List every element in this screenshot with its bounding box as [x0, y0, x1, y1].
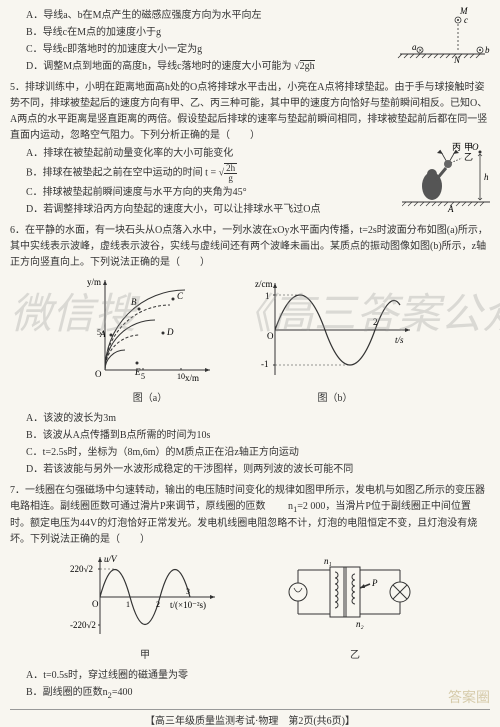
svg-text:-1: -1 — [261, 359, 269, 369]
svg-text:A: A — [447, 204, 454, 212]
svg-text:x/m: x/m — [185, 373, 199, 383]
q6-opt-c: C．t=2.5s时，坐标为（8m,6m）的M质点正在沿z轴正方向运动 — [26, 445, 490, 460]
svg-text:P: P — [371, 578, 378, 588]
page-footer: 【高三年级质量监测考试·物理 第2页(共6页)】 — [10, 709, 490, 727]
svg-text:O: O — [267, 331, 274, 341]
q4-diagram: M c × a b N — [390, 6, 490, 66]
svg-text:10: 10 — [177, 372, 185, 381]
q5-opt-d: D．若调整排球沿丙方向垫起的速度大小，可以让排球水平飞过O点 — [26, 202, 400, 217]
svg-text:×: × — [418, 46, 423, 55]
svg-text:z/cm: z/cm — [255, 279, 273, 289]
svg-text:E: E — [134, 367, 141, 377]
q6-fig-b: t/s z/cm 1 -1 2 O 图（b） — [255, 275, 415, 407]
q5: 5．排球训练中，小明在距离地面高h处的O点将排球水平击出，小亮在A点将排球垫起。… — [10, 80, 490, 217]
svg-text:N: N — [453, 55, 461, 65]
svg-text:n₁: n₁ — [324, 556, 332, 566]
q6-opt-b: B．该波从A点传播到B点所需的时间为10s — [26, 428, 490, 443]
svg-text:乙: 乙 — [464, 152, 473, 162]
svg-text:c: c — [464, 15, 468, 25]
svg-text:3: 3 — [186, 587, 190, 596]
svg-text:O: O — [92, 599, 99, 609]
q7-fig-jia: u/V t/(×10⁻²s) 220√2 -220√2 1 2 3 O 甲 — [70, 552, 220, 664]
q6-body: 6．在平静的水面，有一块石头从O点落入水中，一列水波在xOy水平面内传播，t=2… — [10, 223, 490, 271]
q6-fig-a: x/m y/m O A B C D E 5 5 10 图（a） — [85, 275, 215, 407]
q5-opt-b: B．排球在被垫起之前在空中运动的时间 t = √2hg — [26, 163, 400, 183]
svg-text:5: 5 — [141, 372, 145, 381]
svg-text:2: 2 — [156, 600, 160, 609]
q6-opt-a: A．该波的波长为3m — [26, 411, 490, 426]
q6: 6．在平静的水面，有一块石头从O点落入水中，一列水波在xOy水平面内传播，t=2… — [10, 223, 490, 477]
svg-text:1: 1 — [265, 291, 270, 301]
svg-text:y/m: y/m — [87, 277, 101, 287]
q5-diagram: 丙甲 乙 A h O — [402, 140, 490, 212]
q6-opt-d: D．若该波能与另外一水波形成稳定的干涉图样，则两列波的波长可能不同 — [26, 462, 490, 477]
q7-opt-a: A．t=0.5s时，穿过线圈的磁通量为零 — [26, 668, 490, 683]
svg-text:u/V: u/V — [104, 554, 118, 564]
svg-text:B: B — [131, 297, 137, 307]
q5-opt-c: C．排球被垫起前瞬间速度与水平方向的夹角为45° — [26, 185, 400, 200]
svg-text:5: 5 — [97, 328, 101, 337]
svg-text:t/s: t/s — [395, 335, 404, 345]
svg-text:b: b — [485, 45, 490, 55]
svg-text:O: O — [95, 369, 102, 379]
svg-text:-220√2: -220√2 — [70, 620, 96, 630]
svg-text:O: O — [472, 142, 479, 152]
svg-text:a: a — [412, 42, 417, 52]
svg-text:n₂: n₂ — [356, 619, 364, 629]
svg-text:h: h — [484, 172, 489, 182]
q7-fig-yi: P n₁ n₂ 乙 — [280, 552, 430, 664]
svg-text:2: 2 — [373, 317, 378, 327]
q5-body: 5．排球训练中，小明在距离地面高h处的O点将排球水平击出，小亮在A点将排球垫起。… — [10, 80, 490, 144]
q5-opt-a: A．排球在被垫起前动量变化率的大小可能变化 — [26, 146, 400, 161]
q7: 7．一线圈在匀强磁场中匀速转动，输出的电压随时间变化的规律如图甲所示，发电机与如… — [10, 483, 490, 703]
svg-text:1: 1 — [126, 600, 130, 609]
svg-text:D: D — [166, 327, 174, 337]
svg-text:220√2: 220√2 — [70, 564, 93, 574]
q7-opt-b: B．副线圈的匝数n2=400 — [26, 685, 490, 702]
q7-body: 7．一线圈在匀强磁场中匀速转动，输出的电压随时间变化的规律如图甲所示，发电机与如… — [10, 483, 490, 548]
svg-text:C: C — [177, 291, 184, 301]
corner-watermark: 答案圈 — [448, 687, 490, 707]
q4-options: A．导线a、b在M点产生的磁感应强度方向为水平向左 B．导线c在M点的加速度小于… — [10, 8, 490, 74]
svg-text:丙: 丙 — [452, 142, 461, 152]
svg-text:t/(×10⁻²s): t/(×10⁻²s) — [170, 600, 206, 610]
